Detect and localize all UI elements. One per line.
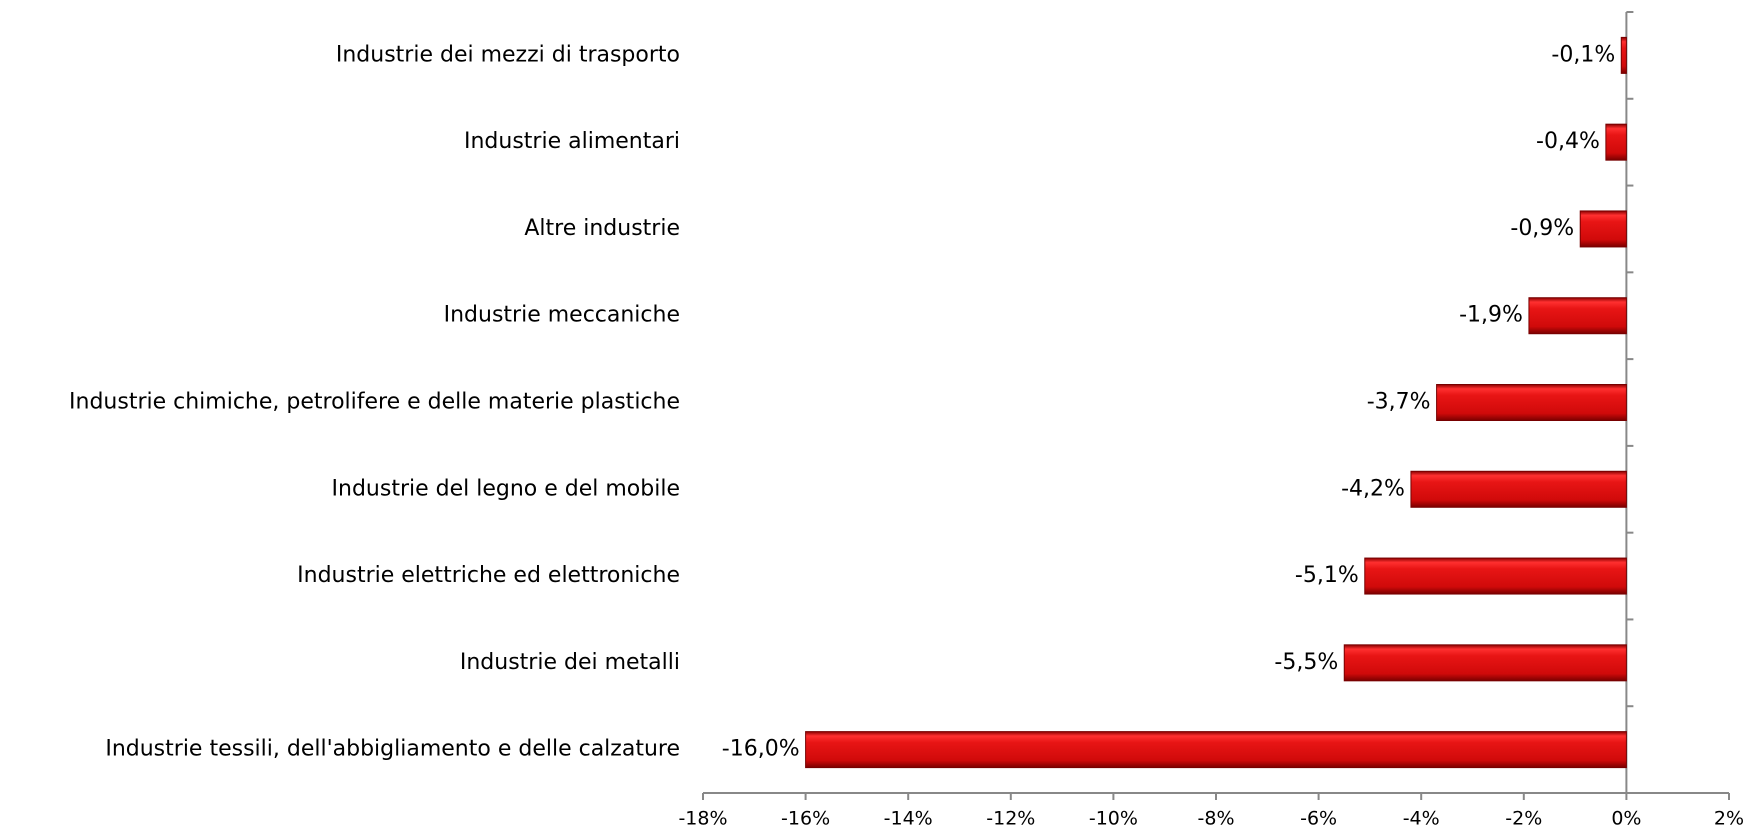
x-tick-label: -16% [781, 808, 830, 829]
x-tick-label: 2% [1714, 808, 1744, 829]
data-label: -5,5% [1274, 650, 1338, 675]
y-tick-label: Industrie dei mezzi di trasporto [336, 42, 680, 67]
data-label: -0,9% [1510, 216, 1574, 241]
bar [1579, 210, 1627, 248]
y-tick-label: Industrie chimiche, petrolifere e delle … [69, 390, 680, 415]
x-tick-label: -18% [678, 808, 727, 829]
data-label: -1,9% [1459, 303, 1523, 328]
data-label: -4,2% [1341, 476, 1405, 501]
bar [1605, 123, 1627, 161]
y-tick-label: Altre industrie [524, 216, 680, 241]
y-tick-label: Industrie elettriche ed elettroniche [297, 563, 680, 588]
data-label: -16,0% [722, 737, 800, 762]
bar [805, 731, 1627, 769]
x-tick-label: -2% [1505, 808, 1542, 829]
y-tick-label: Industrie dei metalli [460, 650, 680, 675]
bar [1410, 470, 1627, 508]
y-tick-label: Industrie tessili, dell'abbigliamento e … [105, 737, 680, 762]
bar [1364, 557, 1627, 595]
bar [1436, 384, 1627, 421]
data-label: -3,7% [1367, 390, 1431, 415]
x-tick-label: 0% [1611, 808, 1641, 829]
data-label: -0,4% [1536, 129, 1600, 154]
bar [1528, 297, 1627, 335]
data-label: -5,1% [1295, 563, 1359, 588]
x-tick-label: -10% [1089, 808, 1138, 829]
x-tick-label: -14% [884, 808, 933, 829]
bar [1620, 36, 1627, 74]
x-tick-label: -6% [1300, 808, 1337, 829]
bar [1343, 644, 1627, 682]
data-label: -0,1% [1551, 42, 1615, 67]
y-tick-label: Industrie del legno e del mobile [332, 476, 680, 501]
y-tick-label: Industrie meccaniche [444, 303, 680, 328]
x-tick-label: -4% [1403, 808, 1440, 829]
x-tick-label: -12% [986, 808, 1035, 829]
x-tick-label: -8% [1198, 808, 1235, 829]
y-tick-label: Industrie alimentari [464, 129, 680, 154]
